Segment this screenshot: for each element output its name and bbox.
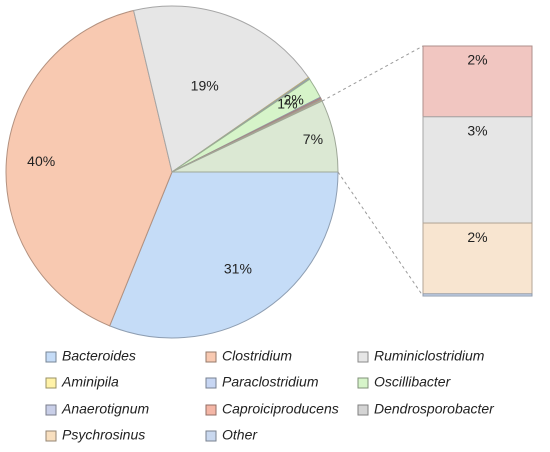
legend-label: Paraclostridium [222,374,319,390]
legend-swatch [205,377,217,389]
breakdown-connectors [321,45,424,297]
legend-item-aminipila: Aminipila [45,374,119,390]
legend-item-caproiciproducens: Caproiciproducens [205,401,339,417]
legend-label: Dendrosporobacter [374,401,495,417]
legend-swatch [357,377,369,389]
breakdown-segment-4 [422,293,533,297]
legend-swatch [205,351,217,363]
slice-label-oscillibacter: 2% [284,91,304,107]
breakdown-segment-2 [422,116,533,224]
slice-bacteroides [109,171,339,339]
connector-bottom [337,171,424,297]
legend-label: Oscillibacter [374,374,452,390]
legend-label: Aminipila [61,374,119,390]
legend-swatch [357,351,369,363]
legend-swatch [205,404,217,416]
legend-swatch [357,404,369,416]
main-pie: 31% 40% 19% 2% 7% 1% [5,5,339,339]
legend-label: Anaerotignum [61,401,150,417]
legend-swatch [45,404,57,416]
legend-swatch [45,430,57,442]
legend-item-anaerotignum: Anaerotignum [45,401,150,417]
legend-swatch [45,377,57,389]
legend-item-paraclostridium: Paraclostridium [205,374,319,390]
legend-item-oscillibacter: Oscillibacter [357,374,452,390]
legend-label: Bacteroides [62,348,136,364]
legend: Bacteroides Clostridium Ruminiclostridium A… [45,348,495,443]
breakdown-label-2: 3% [467,123,487,139]
legend-swatch [205,430,217,442]
legend-item-clostridium: Clostridium [205,348,292,364]
slice-label-bacteroides: 31% [224,260,252,276]
connector-top [321,45,424,102]
legend-swatch [45,351,57,363]
slice-label-paraclostridium: 1% [277,95,297,111]
legend-item-dendrosporobacter: Dendrosporobacter [357,401,495,417]
slice-clostridium [5,9,173,327]
slice-label-ruminiclostridium: 19% [191,77,219,93]
legend-label: Psychrosinus [62,427,145,443]
legend-item-other: Other [205,427,258,443]
legend-label: Other [222,427,258,443]
slice-ruminiclostridium [132,5,310,173]
legend-item-psychrosinus: Psychrosinus [45,427,145,443]
legend-item-bacteroides: Bacteroides [45,348,136,364]
legend-label: Caproiciproducens [222,401,339,417]
breakdown-bar: 2% 3% 2% [422,45,533,297]
breakdown-label-1: 2% [467,52,487,68]
breakdown-label-3: 2% [467,229,487,245]
legend-label: Clostridium [222,348,292,364]
legend-label: Ruminiclostridium [374,348,485,364]
slice-label-clostridium: 40% [27,153,55,169]
breakdown-segment-3 [422,222,533,295]
slice-label-other: 7% [303,131,323,147]
legend-item-ruminiclostridium: Ruminiclostridium [357,348,485,364]
slice-other [171,100,339,173]
